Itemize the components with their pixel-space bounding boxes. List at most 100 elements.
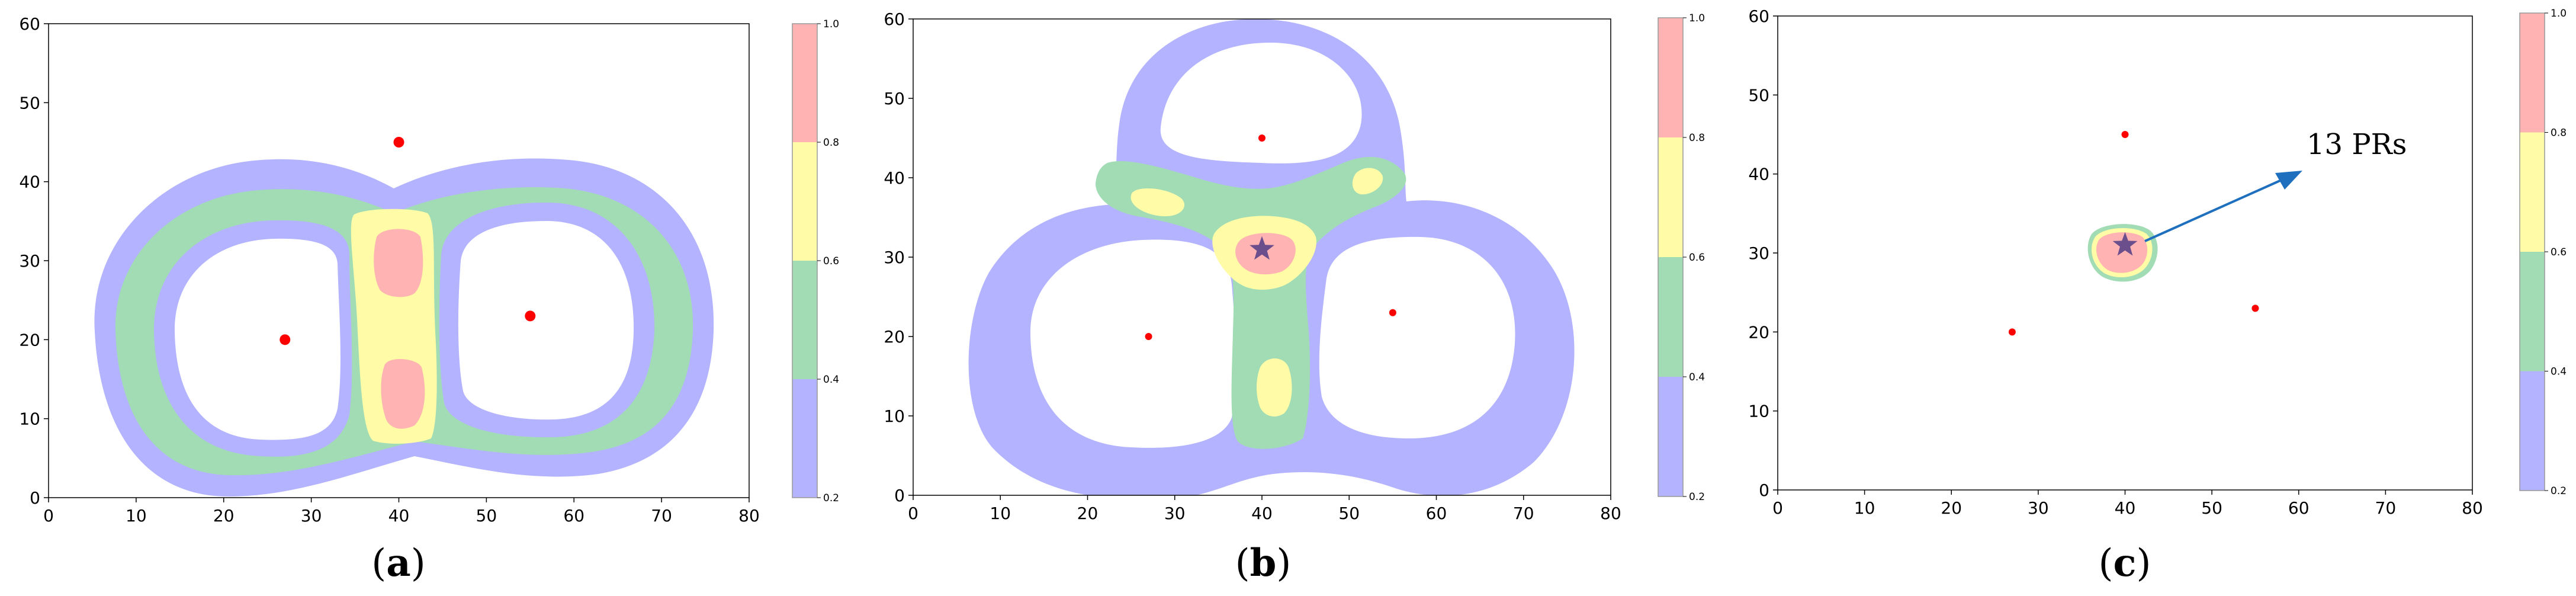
panel-a-point (525, 310, 536, 322)
panel-a-colorbar-segment (792, 24, 817, 142)
panel-b-hole-left (1030, 239, 1236, 448)
panel-a-colorbar: 0.2 0.4 0.6 0.8 1.0 (792, 18, 839, 504)
panel-a-xtick-label: 0 (43, 506, 54, 525)
panel-c-xtick-label: 60 (2288, 498, 2310, 518)
panel-c-ytick-label: 50 (1748, 85, 1769, 105)
panel-b-colorbar-tick-label: 0.2 (1689, 491, 1705, 503)
panel-a-ytick-label: 10 (19, 409, 40, 429)
panel-a-axis-ticks: 0 10 20 30 40 50 60 70 80 0 10 20 30 40 50 60 (19, 14, 759, 525)
panel-a-colorbar-tick-label: 0.2 (823, 492, 839, 504)
panel-b-points (1145, 134, 1396, 340)
panel-c-label: (c) (2099, 541, 2151, 585)
panel-c-colorbar-tick-label: 0.6 (2551, 246, 2567, 258)
panel-a-colorbar-segment (792, 379, 817, 498)
panel-a-xtick-label: 30 (301, 506, 322, 525)
panel-c-ytick-label: 20 (1748, 322, 1769, 342)
panel-c-xtick-label: 70 (2375, 498, 2397, 518)
panel-b-colorbar-tick-label: 1.0 (1689, 12, 1705, 24)
panel-b-star-marker (1250, 236, 1274, 260)
panel-b-hole-top (1160, 42, 1362, 164)
panel-c-xtick-label: 0 (1772, 498, 1783, 518)
panel-b-xtick-label: 30 (1164, 504, 1186, 523)
panel-b-colorbar: 0.2 0.4 0.6 0.8 1.0 (1658, 12, 1705, 503)
panel-a-hole-left (174, 238, 341, 440)
panel-b-hole-right (1319, 236, 1515, 438)
panel-a-xtick-label: 50 (476, 506, 497, 525)
panel-a-contour-0-8-bottom (381, 358, 425, 429)
panel-b-point (1258, 134, 1265, 142)
panel-c-points (2008, 131, 2259, 336)
panel-c-colorbar-segment (2520, 13, 2545, 133)
panel-b-colorbar-segment (1658, 18, 1683, 137)
panel-a-ytick-label: 0 (30, 488, 40, 508)
panel-b-xtick-label: 20 (1077, 504, 1099, 523)
panel-b-ytick-label: 30 (884, 248, 905, 267)
panel-a-point (393, 137, 404, 148)
panel-a-ytick-label: 30 (19, 251, 40, 271)
panel-c-xtick-label: 40 (2115, 498, 2136, 518)
panel-c-axis-ticks: 0 10 20 30 40 50 60 70 80 0 10 20 30 40 50 60 (1748, 7, 2482, 518)
panel-b-xtick-label: 60 (1426, 504, 1447, 523)
panel-c-point (2121, 131, 2129, 138)
panel-c-colorbar: 0.2 0.4 0.6 0.8 1.0 (2519, 8, 2567, 497)
panel-b-colorbar-tick-label: 0.4 (1689, 371, 1705, 383)
panel-b-xtick-label: 10 (990, 504, 1011, 523)
panel-c-ytick-label: 10 (1748, 402, 1769, 421)
panel-b-contours (968, 19, 1575, 495)
panel-a-label: (a) (371, 541, 425, 585)
panel-a-colorbar-tick-label: 1.0 (823, 18, 839, 30)
panel-c-contours (2087, 224, 2158, 282)
panel-c-colorbar-segment (2520, 252, 2545, 371)
panel-c-ytick-label: 60 (1748, 7, 1769, 26)
panel-b-ytick-label: 20 (884, 327, 905, 347)
panel-b-ytick-label: 10 (884, 406, 905, 426)
panel-c-colorbar-segment (2520, 371, 2545, 491)
panel-a-ytick-label: 20 (19, 330, 40, 350)
panel-c-point (2251, 305, 2259, 312)
panel-a-point (280, 334, 291, 345)
panel-c-xtick-label: 10 (1854, 498, 1875, 518)
panel-a-xtick-label: 60 (563, 506, 584, 525)
panel-c-ytick-label: 30 (1748, 243, 1769, 263)
panel-a-colorbar-segment (792, 261, 817, 379)
panel-a-hole-right (458, 220, 634, 420)
panel-b-contour-0-6-left (1130, 188, 1185, 216)
panel-b-colorbar-segment (1658, 257, 1683, 377)
panel-b-colorbar-tick-label: 0.8 (1689, 132, 1705, 144)
panel-a-ytick-label: 60 (19, 14, 40, 34)
panel-b-ytick-label: 60 (884, 9, 905, 29)
panel-b-axis-ticks: 0 10 20 30 40 50 60 70 80 0 10 20 30 40 50 60 (884, 9, 1621, 523)
panel-a-ytick-label: 40 (19, 172, 40, 192)
panel-a-contour-0-8-top (374, 229, 423, 297)
panel-b-colorbar-segment (1658, 137, 1683, 257)
panel-b-contour-0-6-right (1352, 168, 1383, 195)
panel-c-ytick-label: 40 (1748, 165, 1769, 184)
panel-b-xtick-label: 50 (1338, 504, 1360, 523)
panel-a-xtick-label: 80 (738, 506, 760, 525)
panel-c-star-marker (2112, 232, 2138, 256)
panel-c-annotation-arrow-head (2275, 171, 2302, 190)
panel-b-contour-0-4 (1096, 156, 1406, 449)
panel-a-colorbar-segment (792, 142, 817, 261)
panel-a-xtick-label: 40 (388, 506, 410, 525)
panel-b-point (1145, 333, 1152, 340)
panel-c: 13 PRs 0 10 20 30 40 50 60 70 80 0 10 20 30 40 50 60 (c… (1748, 7, 2567, 585)
panel-c-xtick-label: 80 (2462, 498, 2483, 518)
panel-a-colorbar-tick-label: 0.6 (823, 255, 839, 267)
panel-b-label: (b) (1235, 541, 1292, 585)
panel-c-colorbar-tick-label: 0.2 (2551, 485, 2567, 497)
panel-c-annotation-text: 13 PRs (2307, 128, 2407, 161)
panel-c-colorbar-segment (2520, 132, 2545, 252)
panel-b-ytick-label: 50 (884, 89, 905, 108)
panel-c-xtick-label: 50 (2201, 498, 2222, 518)
panel-a-contours (94, 158, 714, 497)
panel-b-ytick-label: 0 (894, 486, 905, 505)
panel-a-xtick-label: 10 (126, 506, 147, 525)
panel-b-point (1389, 309, 1396, 316)
panel-a-points (280, 137, 536, 345)
panel-a-colorbar-tick-label: 0.8 (823, 137, 839, 149)
panel-a-xtick-label: 70 (651, 506, 672, 525)
